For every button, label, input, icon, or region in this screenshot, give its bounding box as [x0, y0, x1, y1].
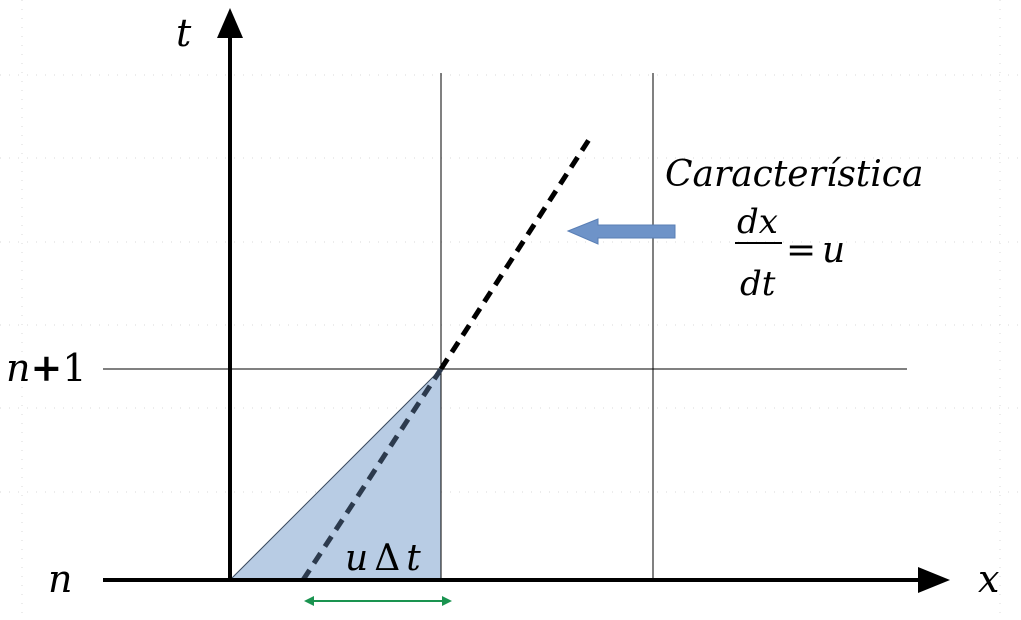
span-label-t: t: [406, 538, 421, 579]
span-label-delta: Δ: [374, 538, 400, 579]
fraction-denominator: dt: [740, 264, 776, 304]
level-n-plus-1-num: 1: [62, 346, 86, 390]
x-axis-arrowhead: [918, 567, 950, 593]
t-axis-label: t: [176, 11, 192, 55]
characteristic-line-outside: [438, 136, 593, 371]
characteristic-line-inside: [300, 367, 444, 582]
level-n-plus-1-op: +: [30, 345, 62, 390]
rhs-u: u: [822, 230, 845, 271]
fraction-numerator: dx: [737, 202, 778, 242]
characteristic-title: Característica: [665, 154, 923, 195]
level-n-label: n: [48, 557, 72, 601]
level-n-plus-1-label: n+1: [6, 345, 87, 390]
equals-sign: =: [786, 230, 816, 271]
x-axis-label: x: [978, 557, 999, 601]
t-axis-arrowhead: [217, 8, 243, 38]
level-n-plus-1-var: n: [6, 346, 30, 390]
pointer-arrow: [566, 218, 676, 245]
span-label-u: u: [345, 538, 368, 579]
